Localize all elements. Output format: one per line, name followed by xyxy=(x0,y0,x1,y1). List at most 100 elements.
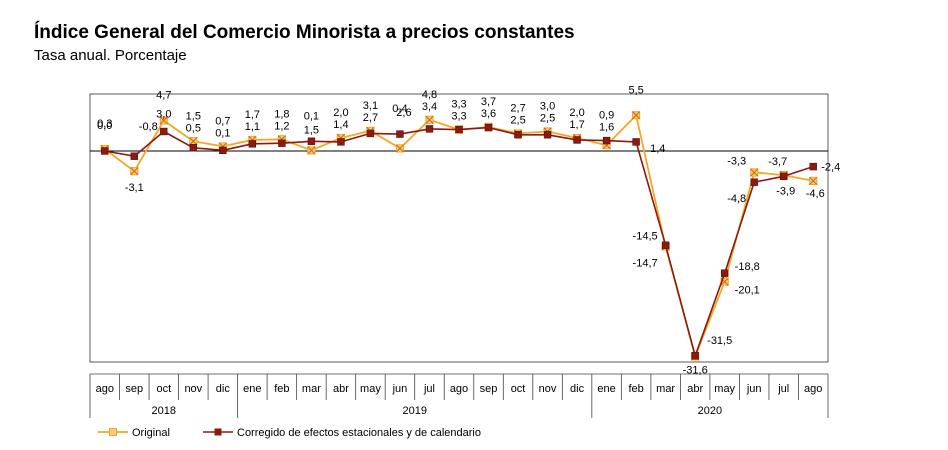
original-point xyxy=(632,111,641,120)
corregido-point xyxy=(573,136,581,144)
data-labels-group: 0,3 -3,1 4,7 1,5 0,7 1,7 1,8 0,1 2,0 3,1 0,4 4,8 3,3… xyxy=(97,84,840,376)
corregido-data-label: -2,4 xyxy=(821,162,840,174)
original-data-label: 4,8 xyxy=(422,89,437,101)
year-label: 2019 xyxy=(402,405,426,417)
x-tick-label: abr xyxy=(333,383,349,395)
corregido-data-label: -3,9 xyxy=(776,185,795,197)
x-tick-label: ago xyxy=(96,383,114,395)
corregido-data-label: 1,6 xyxy=(599,122,614,134)
original-data-label: 0,7 xyxy=(215,115,230,127)
corregido-point xyxy=(455,125,463,134)
corregido-data-label: 3,6 xyxy=(481,108,496,120)
corregido-point xyxy=(307,137,316,145)
original-data-label: 3,7 xyxy=(481,96,496,108)
x-tick-label: jun xyxy=(392,383,408,395)
x-tick-label: jun xyxy=(746,383,762,395)
corregido-point xyxy=(632,138,640,146)
corregido-point xyxy=(514,131,522,139)
x-tick-label: ene xyxy=(597,383,615,395)
corregido-point xyxy=(750,178,758,186)
legend-marker-corregido xyxy=(214,428,222,436)
x-tick-label: feb xyxy=(274,383,289,395)
corregido-point xyxy=(366,129,375,138)
x-tick-label: oct xyxy=(156,383,171,395)
corregido-point xyxy=(219,146,227,155)
corregido-data-label: 3,4 xyxy=(422,101,437,113)
original-data-label: -4,6 xyxy=(806,188,825,200)
corregido-data-label: 2,5 xyxy=(540,113,555,125)
original-data-label: 0,1 xyxy=(304,110,319,122)
corregido-point xyxy=(425,125,434,133)
corregido-point xyxy=(189,144,198,152)
chart-title: Índice General del Comercio Minorista a … xyxy=(34,22,575,43)
x-tick-label: nov xyxy=(539,383,557,395)
original-data-label: -3,7 xyxy=(768,156,787,168)
x-tick-label: may xyxy=(360,383,381,395)
corregido-point xyxy=(809,162,817,171)
corregido-data-label: 2,5 xyxy=(510,114,525,126)
axes-group xyxy=(89,93,829,363)
original-point xyxy=(750,168,759,177)
corregido-point xyxy=(661,241,670,249)
x-tick-label: mar xyxy=(302,383,321,395)
original-data-label: 3,1 xyxy=(363,100,378,112)
tick-labels-group: ago sep oct nov dic ene feb mar abr may jun jul ago s… xyxy=(89,373,829,418)
legend-label-corregido: Corregido de efectos estacionales y de c… xyxy=(237,427,481,439)
original-point xyxy=(307,146,316,155)
corregido-point xyxy=(780,172,788,181)
original-data-label: 2,0 xyxy=(569,107,584,119)
original-data-label: 0,3 xyxy=(97,118,112,130)
corregido-point xyxy=(720,269,729,277)
x-tick-label: dic xyxy=(216,383,231,395)
legend-marker-original xyxy=(109,428,117,436)
original-point xyxy=(809,176,818,186)
original-point xyxy=(425,115,434,124)
original-data-label: -20,1 xyxy=(735,285,760,297)
original-data-label: 2,0 xyxy=(333,107,348,119)
corregido-point xyxy=(484,123,493,132)
x-tick-label: ago xyxy=(804,383,822,395)
plot-frame xyxy=(89,93,829,363)
original-data-label: 3,0 xyxy=(540,101,555,113)
corregido-data-label: 1,1 xyxy=(245,121,260,133)
x-tick-label: jul xyxy=(777,383,789,395)
x-tick-label: feb xyxy=(628,383,643,395)
x-tick-label: jul xyxy=(423,383,435,395)
chart-subtitle: Tasa anual. Porcentaje xyxy=(34,47,187,64)
corregido-data-label: 2,7 xyxy=(363,112,378,124)
corregido-data-label: 1,7 xyxy=(569,119,584,131)
year-label: 2018 xyxy=(152,405,176,417)
x-tick-label: ago xyxy=(450,383,468,395)
corregido-point xyxy=(691,352,699,360)
original-data-label: 0,4 xyxy=(392,103,407,115)
corregido-data-label: 1,4 xyxy=(650,143,665,155)
corregido-data-label: -0,8 xyxy=(139,121,158,133)
original-data-label: 1,7 xyxy=(245,109,260,121)
corregido-data-label: 0,1 xyxy=(215,127,230,139)
x-tick-label: nov xyxy=(184,383,202,395)
corregido-data-label: 3,0 xyxy=(156,109,171,121)
corregido-point xyxy=(160,127,168,136)
original-data-label: 4,7 xyxy=(156,89,171,101)
corregido-point xyxy=(602,136,611,145)
corregido-data-label: 1,4 xyxy=(333,119,348,131)
original-data-label: -3,3 xyxy=(727,155,746,167)
original-point xyxy=(130,167,139,176)
original-data-label: 1,8 xyxy=(274,108,289,120)
original-point xyxy=(395,144,405,153)
legend-label-original: Original xyxy=(132,427,170,439)
x-tick-label: ene xyxy=(243,383,261,395)
legend-group: Original Corregido de efectos estacionale… xyxy=(98,427,481,439)
series-line-corregido xyxy=(104,126,814,357)
original-data-label: -3,1 xyxy=(125,182,144,194)
corregido-data-label: 2,6 xyxy=(396,107,411,119)
x-tick-label: mar xyxy=(656,383,675,395)
x-tick-label: dic xyxy=(570,383,585,395)
x-tick-label: abr xyxy=(687,383,703,395)
corregido-point xyxy=(278,139,286,147)
corregido-data-label: 0,5 xyxy=(186,122,201,134)
x-tick-label: sep xyxy=(125,383,143,395)
original-data-label: 3,3 xyxy=(451,99,466,111)
original-data-label: -14,7 xyxy=(633,258,658,270)
